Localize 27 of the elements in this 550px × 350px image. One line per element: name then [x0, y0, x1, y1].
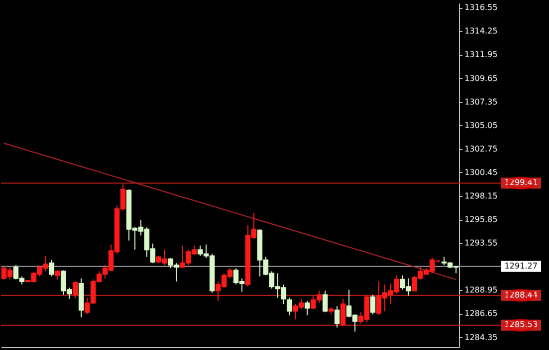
- y-tick-label: 1316.55: [464, 3, 498, 12]
- y-tick-label: 1305.05: [464, 120, 498, 130]
- ref-line-label: 1288.44: [504, 290, 538, 300]
- y-tick-label: 1298.15: [464, 191, 498, 200]
- candlestick: [286, 297, 292, 316]
- candlestick: [48, 259, 54, 277]
- ref-line-label: 1285.53: [504, 320, 538, 330]
- y-tick-label: 1314.25: [464, 26, 498, 36]
- ref-line-label: 1299.41: [504, 178, 538, 188]
- candlestick: [370, 294, 376, 315]
- y-tick-label: 1295.85: [464, 215, 498, 224]
- y-tick-label: 1307.35: [464, 97, 498, 106]
- y-tick-label: 1311.95: [464, 50, 498, 60]
- ref-line-label: 1291.27: [504, 261, 538, 270]
- candlestick: [334, 306, 340, 328]
- y-tick-label: 1293.55: [464, 238, 498, 248]
- candlestick: [304, 300, 310, 316]
- y-tick-label: 1300.45: [464, 168, 498, 177]
- candlestick: [340, 298, 346, 328]
- y-tick-label: 1309.65: [464, 74, 498, 83]
- y-tick-label: 1288.95: [464, 286, 498, 295]
- candlestick: [54, 270, 60, 280]
- y-tick-label: 1286.65: [464, 309, 498, 318]
- candlestick: [322, 290, 328, 313]
- candlestick: [72, 280, 78, 298]
- y-tick-label: 1284.35: [464, 332, 498, 342]
- y-tick-label: 1302.75: [464, 144, 498, 154]
